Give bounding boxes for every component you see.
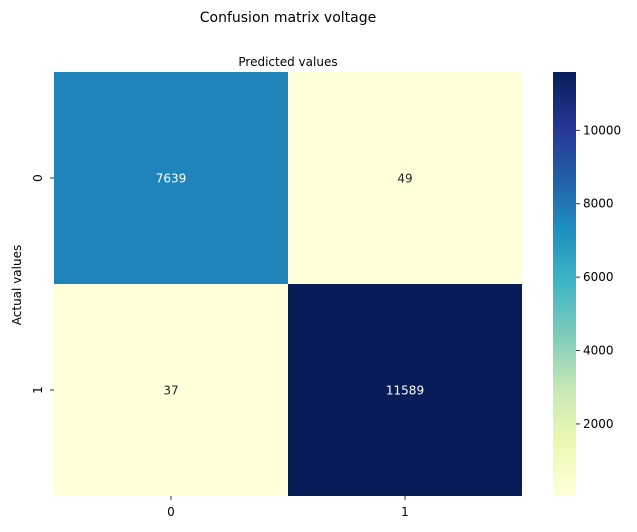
heatmap-cell-0-0 (54, 72, 288, 284)
y-axis-label: Actual values (10, 245, 24, 325)
colorbar-tick-label-4: 10000 (583, 123, 621, 137)
colorbar-tick-label-1: 4000 (583, 344, 614, 358)
chart-title: Confusion matrix voltage (200, 10, 376, 26)
heatmap-cell-1-1 (288, 284, 522, 496)
y-tick-label-1: 1 (31, 386, 45, 394)
colorbar-tick-label-2: 6000 (583, 270, 614, 284)
y-ticks: 01 (31, 174, 54, 394)
cell-value-label-1-1: 11589 (386, 384, 424, 398)
cell-value-label-0-0: 7639 (156, 172, 187, 186)
x-tick-label-0: 0 (167, 505, 175, 519)
x-axis-label: Predicted values (238, 55, 337, 69)
colorbar-ticks: 2000 4000 6000 8000 10000 (576, 123, 621, 431)
y-tick-label-0: 0 (31, 174, 45, 182)
cell-value-label-1-0: 37 (163, 384, 178, 398)
heatmap-cells: 7639 49 37 11589 (54, 72, 522, 496)
colorbar-tick-label-3: 8000 (583, 197, 614, 211)
cell-value-label-0-1: 49 (397, 172, 412, 186)
colorbar (553, 72, 576, 496)
heatmap-cell-0-1 (288, 72, 522, 284)
colorbar-tick-label-0: 2000 (583, 417, 614, 431)
x-tick-label-1: 1 (401, 505, 409, 519)
heatmap-cell-1-0 (54, 284, 288, 496)
